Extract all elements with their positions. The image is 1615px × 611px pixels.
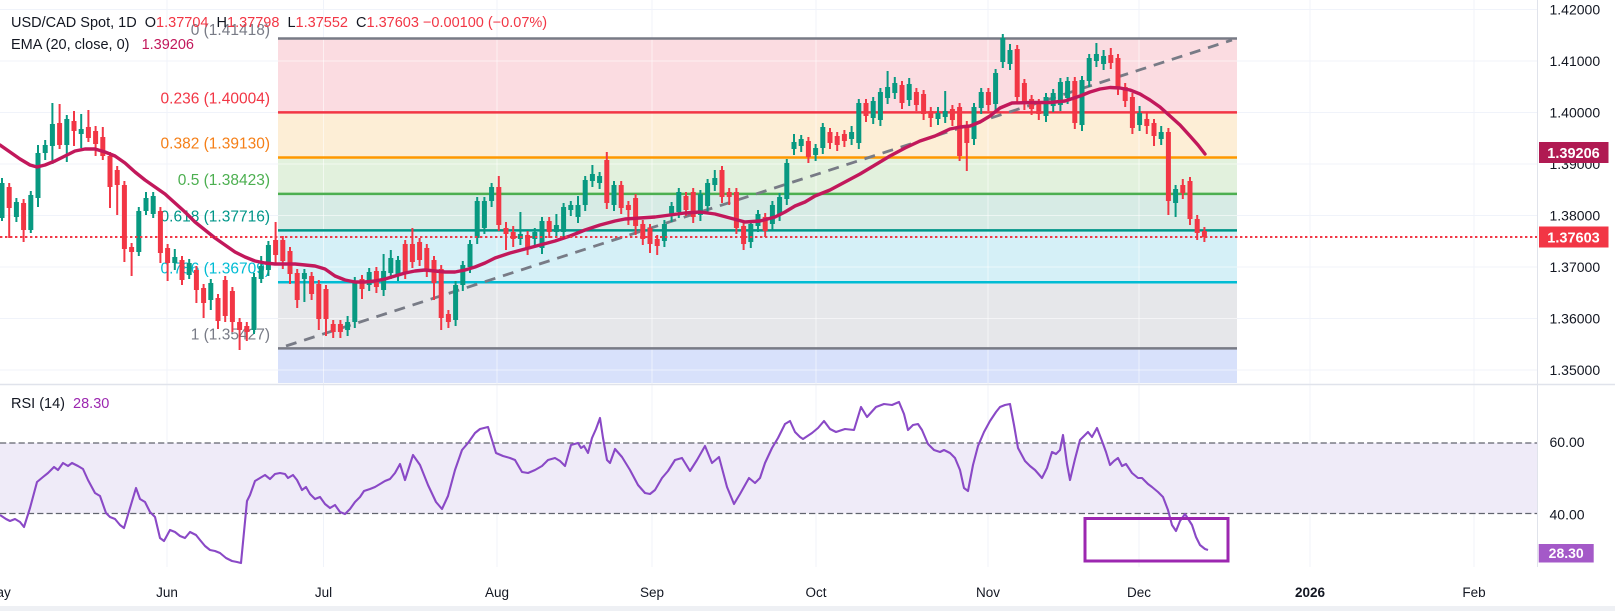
svg-text:1.37603: 1.37603 (1547, 231, 1599, 247)
svg-text:USD/CAD Spot, 1D O1.37704 H1: USD/CAD Spot, 1D O1.37704 H1.37798 L1.37… (11, 15, 547, 31)
svg-text:40.00: 40.00 (1550, 507, 1585, 523)
svg-text:Oct: Oct (805, 585, 826, 600)
svg-text:Jul: Jul (315, 585, 332, 600)
svg-text:1.42000: 1.42000 (1550, 2, 1601, 18)
svg-text:Dec: Dec (1127, 585, 1151, 600)
svg-text:1.38000: 1.38000 (1550, 208, 1601, 224)
svg-text:1.36000: 1.36000 (1550, 311, 1601, 327)
svg-text:Feb: Feb (1462, 585, 1485, 600)
svg-text:1.41000: 1.41000 (1550, 53, 1601, 69)
svg-text:0 (1.41418): 0 (1.41418) (191, 22, 270, 39)
svg-text:1.39206: 1.39206 (1547, 146, 1599, 162)
svg-text:Sep: Sep (640, 585, 664, 600)
svg-text:2026: 2026 (1295, 585, 1326, 600)
svg-text:60.00: 60.00 (1550, 434, 1585, 450)
svg-text:28.30: 28.30 (1549, 545, 1584, 561)
svg-text:1.35000: 1.35000 (1550, 362, 1601, 378)
svg-text:RSI (14) 28.30: RSI (14) 28.30 (11, 396, 109, 412)
svg-text:1.40000: 1.40000 (1550, 105, 1601, 121)
svg-text:EMA (20, close, 0) 1.39206: EMA (20, close, 0) 1.39206 (11, 37, 194, 53)
svg-text:Aug: Aug (485, 585, 509, 600)
svg-text:0.382 (1.39130): 0.382 (1.39130) (161, 136, 270, 153)
svg-text:Jun: Jun (156, 585, 178, 600)
svg-text:May: May (0, 585, 11, 600)
svg-text:0.618 (1.37716): 0.618 (1.37716) (161, 208, 270, 225)
svg-text:1.37000: 1.37000 (1550, 259, 1601, 275)
svg-text:1 (1.35427): 1 (1.35427) (191, 326, 270, 343)
svg-text:0.236 (1.40004): 0.236 (1.40004) (161, 90, 270, 107)
svg-text:Nov: Nov (976, 585, 1000, 600)
svg-text:0.5 (1.38423): 0.5 (1.38423) (178, 172, 270, 189)
